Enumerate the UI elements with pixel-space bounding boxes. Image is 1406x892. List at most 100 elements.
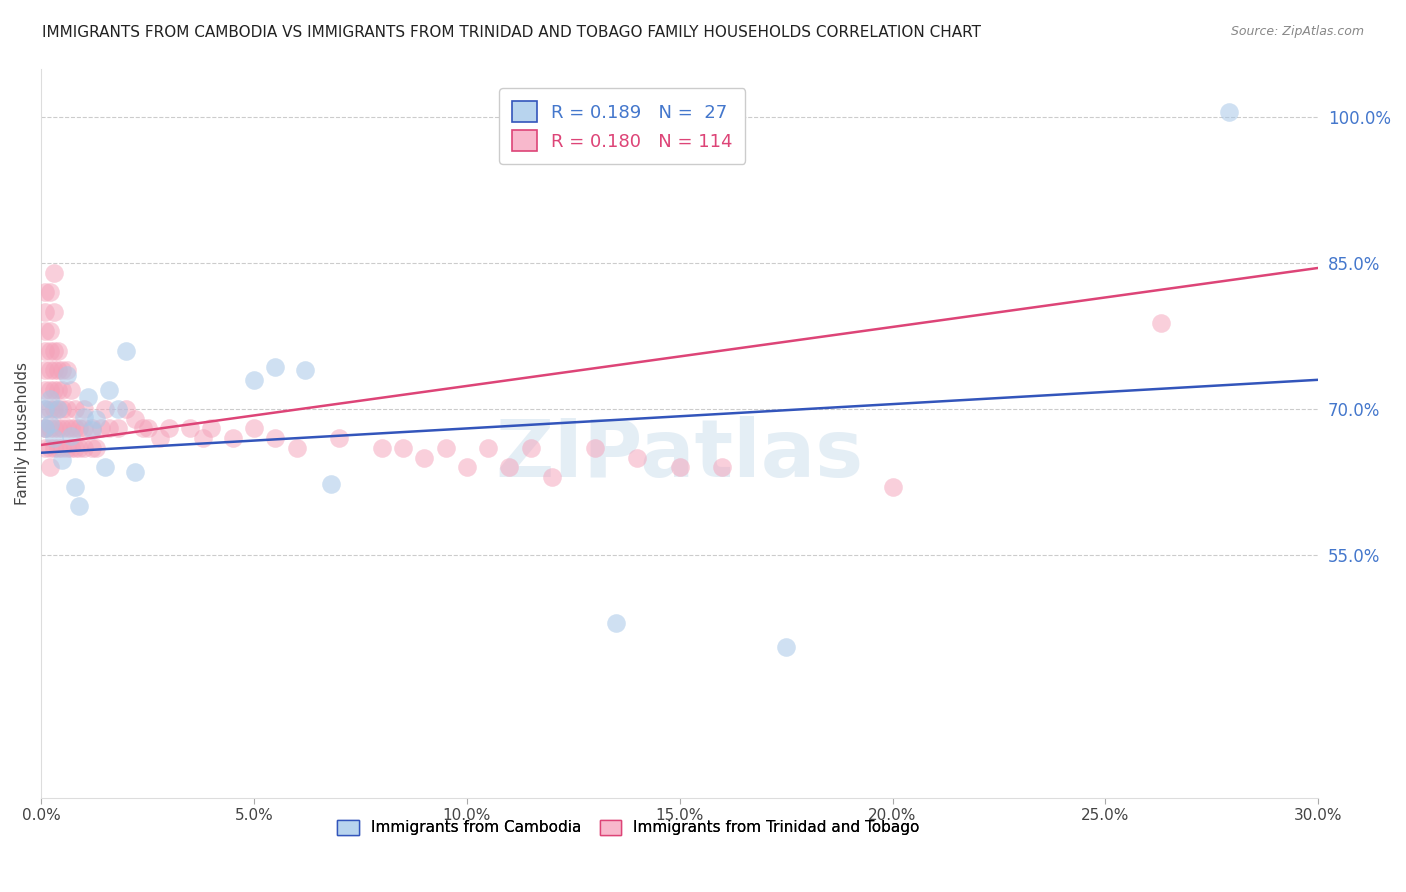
Point [98, 421, 121, 435]
Point [51, 421, 73, 435]
Point [42, 304, 65, 318]
Point [73, 421, 96, 435]
Point [34, 401, 56, 416]
Point [107, 401, 129, 416]
Point [82, 423, 104, 437]
Point [42, 266, 65, 280]
Point [132, 421, 155, 435]
Point [179, 421, 201, 435]
Text: Source: ZipAtlas.com: Source: ZipAtlas.com [1230, 25, 1364, 38]
Point [38, 324, 60, 338]
Point [38, 441, 60, 455]
Point [38, 421, 60, 435]
Point [38, 285, 60, 300]
Point [34, 383, 56, 397]
Point [46, 401, 69, 416]
Point [498, 460, 520, 475]
Point [82, 441, 104, 455]
Point [149, 431, 172, 445]
Point [46, 421, 69, 435]
Point [115, 401, 138, 416]
Point [63, 441, 86, 455]
Point [124, 465, 146, 479]
Point [319, 476, 342, 491]
Point [63, 480, 86, 494]
Point [519, 441, 541, 455]
Point [38, 401, 60, 416]
Point [191, 431, 214, 445]
Point [59, 421, 82, 435]
Point [59, 429, 82, 443]
Point [73, 409, 96, 424]
Point [34, 421, 56, 435]
Point [264, 360, 287, 375]
Point [711, 460, 734, 475]
Point [46, 401, 69, 416]
Y-axis label: Family Households: Family Households [15, 362, 30, 505]
Point [42, 441, 65, 455]
Point [55, 421, 77, 435]
Point [775, 640, 797, 655]
Point [51, 401, 73, 416]
Point [370, 441, 392, 455]
Point [59, 383, 82, 397]
Point [82, 421, 104, 435]
Text: ZIPatlas: ZIPatlas [495, 417, 863, 494]
Point [434, 441, 457, 455]
Point [34, 421, 56, 435]
Point [94, 401, 117, 416]
Point [285, 441, 308, 455]
Point [51, 363, 73, 377]
Point [55, 441, 77, 455]
Point [124, 411, 146, 425]
Point [77, 390, 100, 404]
Point [46, 441, 69, 455]
Point [38, 343, 60, 358]
Point [46, 363, 69, 377]
Point [392, 441, 415, 455]
Point [1218, 105, 1240, 120]
Point [42, 343, 65, 358]
Point [90, 421, 112, 435]
Point [294, 363, 316, 377]
Point [55, 368, 77, 382]
Point [67, 421, 90, 435]
Point [115, 343, 138, 358]
Legend: Immigrants from Cambodia, Immigrants from Trinidad and Tobago: Immigrants from Cambodia, Immigrants fro… [332, 814, 927, 841]
Point [38, 392, 60, 407]
Point [882, 480, 904, 494]
Point [98, 383, 121, 397]
Point [73, 401, 96, 416]
Point [1150, 317, 1173, 331]
Point [34, 304, 56, 318]
Point [94, 460, 117, 475]
Point [477, 441, 499, 455]
Point [34, 285, 56, 300]
Point [38, 383, 60, 397]
Point [86, 441, 108, 455]
Point [34, 401, 56, 416]
Point [626, 450, 648, 465]
Point [34, 441, 56, 455]
Point [34, 421, 56, 435]
Point [413, 450, 436, 465]
Point [59, 441, 82, 455]
Point [221, 431, 243, 445]
Point [86, 411, 108, 425]
Point [34, 324, 56, 338]
Point [63, 421, 86, 435]
Point [46, 383, 69, 397]
Point [51, 452, 73, 467]
Point [34, 343, 56, 358]
Point [42, 383, 65, 397]
Point [42, 431, 65, 445]
Point [243, 421, 266, 435]
Point [67, 441, 90, 455]
Point [38, 417, 60, 431]
Point [51, 383, 73, 397]
Point [668, 460, 690, 475]
Point [51, 441, 73, 455]
Point [42, 401, 65, 416]
Point [605, 615, 627, 630]
Point [107, 421, 129, 435]
